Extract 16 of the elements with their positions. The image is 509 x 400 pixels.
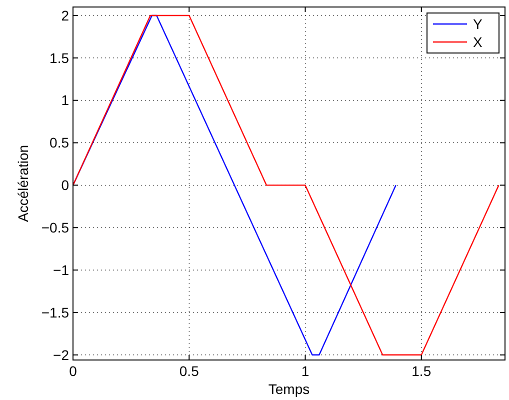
x-axis-title: Temps	[268, 381, 310, 397]
y-tick-label: 0	[61, 177, 70, 194]
x-tick-label: 1.5	[412, 363, 432, 379]
y-tick-label: −0.5	[41, 220, 70, 236]
y-tick-label: 0.5	[50, 134, 70, 151]
legend-label: X	[473, 34, 483, 50]
y-axis-title: Accélération	[15, 144, 31, 222]
y-tick-label: 2	[61, 7, 70, 24]
x-tick-label: 0.5	[179, 363, 200, 379]
y-tick-label: 1	[61, 92, 70, 108]
y-tick-label: −1	[53, 262, 70, 278]
y-tick-label: 1.5	[50, 50, 70, 66]
x-tick-label: 1	[301, 363, 310, 379]
y-tick-label: −2	[53, 346, 70, 363]
y-tick-label: −1.5	[41, 304, 70, 320]
legend-label: Y	[473, 16, 483, 32]
